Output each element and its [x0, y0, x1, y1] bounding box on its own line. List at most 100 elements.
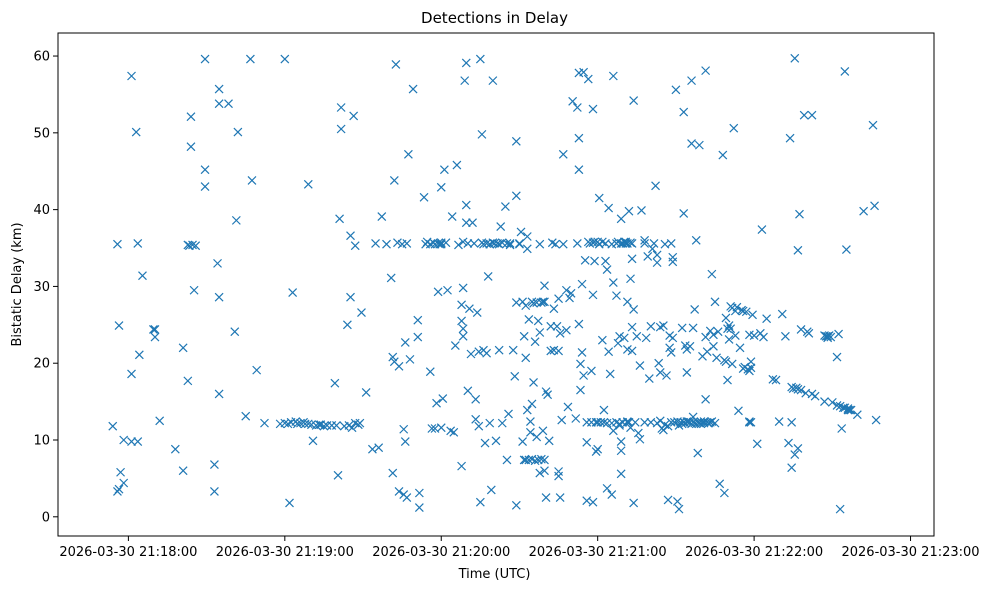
data-point — [488, 76, 498, 86]
data-point — [527, 399, 537, 409]
data-point — [846, 405, 856, 415]
data-point — [616, 469, 626, 479]
data-point — [613, 338, 623, 348]
data-point — [335, 214, 344, 224]
data-point — [461, 218, 471, 228]
data-point — [687, 139, 696, 149]
data-point — [438, 394, 448, 403]
data-point — [308, 436, 318, 446]
data-point — [651, 181, 660, 191]
data-point — [757, 225, 767, 235]
data-point — [693, 448, 703, 458]
data-point — [552, 321, 562, 331]
data-point — [637, 205, 646, 215]
data-point — [677, 323, 687, 333]
data-point — [210, 487, 219, 496]
data-point — [114, 484, 124, 494]
data-point — [602, 483, 612, 493]
data-point — [741, 307, 751, 317]
data-point — [540, 297, 549, 307]
data-point — [734, 406, 743, 416]
data-point — [561, 285, 571, 295]
data-point — [535, 468, 545, 478]
data-point — [826, 332, 836, 342]
data-point — [533, 455, 543, 465]
data-point — [655, 416, 665, 426]
data-point — [522, 232, 532, 241]
data-point — [382, 239, 391, 249]
y-tick-label: 20 — [33, 357, 50, 372]
data-point — [601, 256, 610, 266]
data-point — [521, 301, 531, 311]
data-point — [561, 325, 571, 335]
data-point — [480, 438, 490, 448]
data-point — [622, 344, 632, 354]
data-point — [394, 487, 404, 496]
data-point — [336, 103, 346, 112]
data-point — [662, 371, 671, 380]
data-point — [333, 470, 343, 480]
data-point — [655, 368, 665, 377]
data-point — [579, 67, 589, 77]
data-point — [189, 285, 199, 295]
data-point — [790, 450, 800, 460]
data-point — [777, 309, 787, 319]
data-point — [626, 274, 635, 284]
data-point — [827, 397, 837, 407]
data-point — [635, 361, 645, 370]
data-point — [627, 254, 637, 264]
data-point — [585, 238, 595, 248]
data-point — [519, 331, 529, 341]
data-point — [629, 498, 639, 508]
data-point — [752, 439, 762, 449]
data-point — [200, 165, 210, 175]
data-point — [666, 238, 676, 248]
data-point — [408, 84, 418, 94]
data-point — [551, 239, 560, 249]
data-point — [691, 235, 701, 245]
data-point — [619, 333, 629, 343]
data-point — [793, 384, 803, 394]
data-point — [682, 368, 692, 377]
data-point — [155, 416, 165, 426]
data-point — [790, 53, 800, 63]
data-point — [574, 319, 584, 329]
data-point — [674, 504, 684, 514]
data-point — [632, 331, 642, 341]
data-point — [457, 316, 467, 326]
data-point — [214, 389, 224, 399]
data-point — [472, 308, 482, 317]
data-point — [483, 272, 493, 281]
data-point — [500, 202, 510, 211]
data-point — [759, 332, 768, 342]
data-point — [837, 424, 847, 433]
data-point — [361, 387, 371, 397]
data-point — [694, 140, 704, 150]
data-point — [673, 497, 682, 506]
data-point — [347, 423, 357, 433]
data-point — [663, 495, 673, 505]
data-point — [607, 490, 617, 499]
data-point — [568, 96, 578, 106]
data-point — [629, 96, 639, 106]
data-point — [834, 329, 844, 339]
data-point — [701, 66, 711, 76]
data-point — [588, 290, 598, 300]
data-point — [525, 427, 535, 437]
data-point — [640, 238, 650, 248]
data-point — [574, 165, 584, 175]
data-point — [643, 252, 653, 261]
data-point — [723, 375, 732, 385]
data-point — [402, 493, 412, 503]
data-point — [627, 238, 637, 248]
x-tick-label: 2026-03-30 21:18:00 — [59, 545, 197, 560]
data-point — [413, 332, 423, 342]
data-point — [746, 363, 756, 373]
data-point — [608, 278, 618, 288]
data-point — [785, 133, 795, 143]
data-point — [546, 321, 556, 331]
data-point — [554, 294, 563, 304]
data-point — [644, 374, 654, 383]
data-point — [668, 333, 678, 343]
